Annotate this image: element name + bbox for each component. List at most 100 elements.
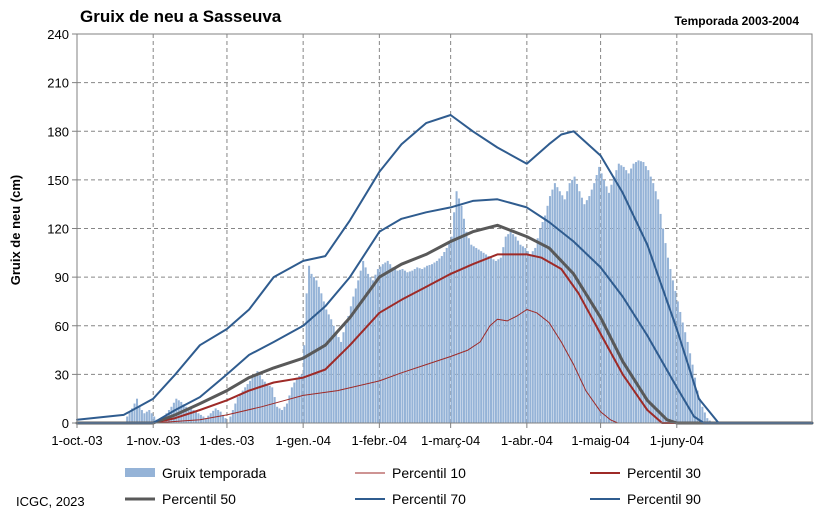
snow-depth-bar [662, 228, 665, 423]
y-tick-label: 150 [47, 173, 69, 188]
legend-label-percentil-30: Percentil 30 [627, 465, 701, 481]
snow-depth-bar [354, 288, 357, 423]
snow-depth-bar [327, 314, 330, 423]
x-tick-label: 1-des.-03 [199, 433, 254, 448]
snow-depth-bar [271, 387, 274, 423]
snow-depth-bar [426, 265, 429, 423]
snow-depth-bar [249, 380, 252, 423]
snow-depth-bar [517, 240, 520, 423]
snow-depth-bar [376, 269, 379, 423]
snow-depth-bar [531, 251, 534, 423]
legend-swatch-gruix-temporada [125, 468, 155, 477]
snow-depth-bar [580, 197, 583, 423]
snow-depth-bar [526, 251, 529, 423]
snow-depth-bar [458, 198, 461, 423]
snow-depth-bar [438, 258, 441, 423]
snow-depth-bar [214, 408, 217, 423]
snow-depth-bar [413, 269, 416, 423]
snow-depth-bar [465, 231, 468, 423]
snow-depth-bar [374, 274, 377, 423]
legend: Gruix temporada Percentil 10 Percentil 30 P… [125, 465, 701, 507]
legend-label-percentil-70: Percentil 70 [392, 491, 466, 507]
y-tick-label: 30 [55, 367, 69, 382]
snow-depth-bar [330, 319, 333, 423]
snow-depth-bar [148, 410, 151, 423]
snow-depth-bar [421, 269, 424, 423]
snow-depth-bar [386, 260, 389, 423]
snow-depth-bar [384, 262, 387, 423]
snow-depth-bar [283, 406, 286, 423]
snow-depth-bar [236, 397, 239, 423]
x-axis-ticks: 1-oct.-03 1-nov.-03 1-des.-03 1-gen.-04 1-fe… [51, 423, 704, 448]
snow-depth-bar [605, 186, 608, 423]
snow-depth-bar [639, 161, 642, 424]
snow-depth-bar [293, 382, 296, 423]
snow-depth-bar [644, 166, 647, 423]
snow-depth-bar [548, 196, 551, 423]
snow-depth-bar [637, 160, 640, 424]
snow-depth-bar [676, 301, 679, 423]
snow-depth-bar [298, 376, 301, 423]
y-tick-label: 90 [55, 270, 69, 285]
snow-depth-bar [617, 163, 620, 424]
snow-depth-bar [251, 377, 254, 423]
snow-depth-bar [276, 406, 279, 423]
snow-depth-bar [649, 176, 652, 423]
snow-depth-bar [632, 163, 635, 424]
snow-depth-bar [128, 412, 131, 423]
snow-depth-bar [669, 269, 672, 423]
snow-depth-bar [126, 416, 129, 423]
snow-depth-bar [300, 374, 303, 424]
snow-depth-bar [499, 257, 502, 423]
y-tick-label: 60 [55, 319, 69, 334]
snow-depth-bar [553, 183, 556, 423]
snow-depth-bar [175, 398, 178, 423]
snow-depth-bar [507, 234, 510, 423]
x-tick-label: 1-maig-04 [571, 433, 630, 448]
snow-depth-bar [593, 183, 596, 423]
snow-depth-bar [192, 410, 195, 423]
snow-depth-bar [691, 364, 694, 423]
snow-depth-bar [561, 195, 564, 423]
snow-depth-bar [138, 406, 141, 423]
season-label: Temporada 2003-2004 [674, 14, 799, 28]
snow-depth-bar [487, 256, 490, 423]
y-tick-label: 240 [47, 27, 69, 42]
snow-depth-bar [460, 205, 463, 423]
snow-depth-bar [244, 387, 247, 423]
snow-depth-bar [288, 395, 291, 423]
x-tick-label: 1-març-04 [421, 433, 480, 448]
snow-depth-bar [541, 222, 544, 423]
snow-depth-bar [256, 371, 259, 423]
snow-depth-bar [389, 264, 392, 423]
snow-depth-bar [362, 260, 365, 423]
snow-depth-bar [563, 199, 566, 423]
snow-depth-bar [222, 414, 225, 423]
snow-depth-bar [443, 252, 446, 423]
snow-depth-bar [207, 415, 210, 423]
snow-depth-bar [494, 260, 497, 423]
snow-depth-bar [182, 404, 185, 423]
snow-depth-bar [534, 247, 537, 423]
snow-depth-bar [467, 238, 470, 423]
snow-depth-bar [263, 381, 266, 423]
snow-depth-bar [671, 280, 674, 423]
x-tick-label: 1-febr.-04 [352, 433, 408, 448]
snow-depth-bar [625, 170, 628, 423]
snow-depth-bar [416, 267, 419, 423]
snow-depth-bar [229, 416, 232, 423]
snow-depth-bar [145, 411, 148, 423]
snow-depth-bar [258, 375, 261, 423]
legend-label-percentil-10: Percentil 10 [392, 465, 466, 481]
snow-depth-bar [482, 252, 485, 423]
snow-depth-bar [585, 200, 588, 423]
snow-depth-bar [703, 412, 706, 423]
snow-depth-bar [576, 183, 579, 423]
x-tick-label: 1-juny-04 [650, 433, 704, 448]
snow-depth-bar [485, 254, 488, 423]
snow-depth-bar [322, 301, 325, 423]
series-line-percentil-70 [76, 198, 813, 424]
snow-depth-bar [694, 377, 697, 423]
series-line-percentil-30 [76, 253, 813, 424]
snow-depth-bar [509, 231, 512, 423]
